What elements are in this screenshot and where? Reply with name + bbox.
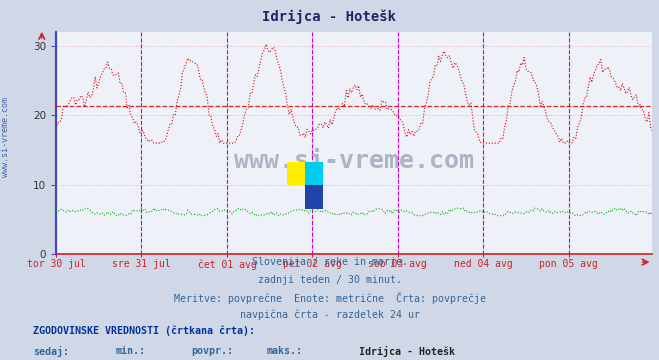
Text: sedaj:: sedaj:: [33, 346, 69, 357]
Text: maks.:: maks.:: [267, 346, 303, 356]
Text: Meritve: povprečne  Enote: metrične  Črta: povprečje: Meritve: povprečne Enote: metrične Črta:…: [173, 292, 486, 304]
Text: Idrijca - Hotešk: Idrijca - Hotešk: [359, 346, 455, 357]
Text: Idrijca - Hotešk: Idrijca - Hotešk: [262, 9, 397, 23]
Text: povpr.:: povpr.:: [191, 346, 233, 356]
Text: www.si-vreme.com: www.si-vreme.com: [1, 97, 10, 177]
Text: www.si-vreme.com: www.si-vreme.com: [234, 149, 474, 173]
Bar: [304, 185, 323, 209]
Text: Slovenija / reke in morje.: Slovenija / reke in morje.: [252, 257, 407, 267]
Bar: [287, 162, 304, 185]
Text: zadnji teden / 30 minut.: zadnji teden / 30 minut.: [258, 275, 401, 285]
Text: ZGODOVINSKE VREDNOSTI (črtkana črta):: ZGODOVINSKE VREDNOSTI (črtkana črta):: [33, 326, 255, 336]
Bar: [304, 162, 323, 185]
Text: min.:: min.:: [115, 346, 146, 356]
Text: navpična črta - razdelek 24 ur: navpična črta - razdelek 24 ur: [239, 309, 420, 320]
